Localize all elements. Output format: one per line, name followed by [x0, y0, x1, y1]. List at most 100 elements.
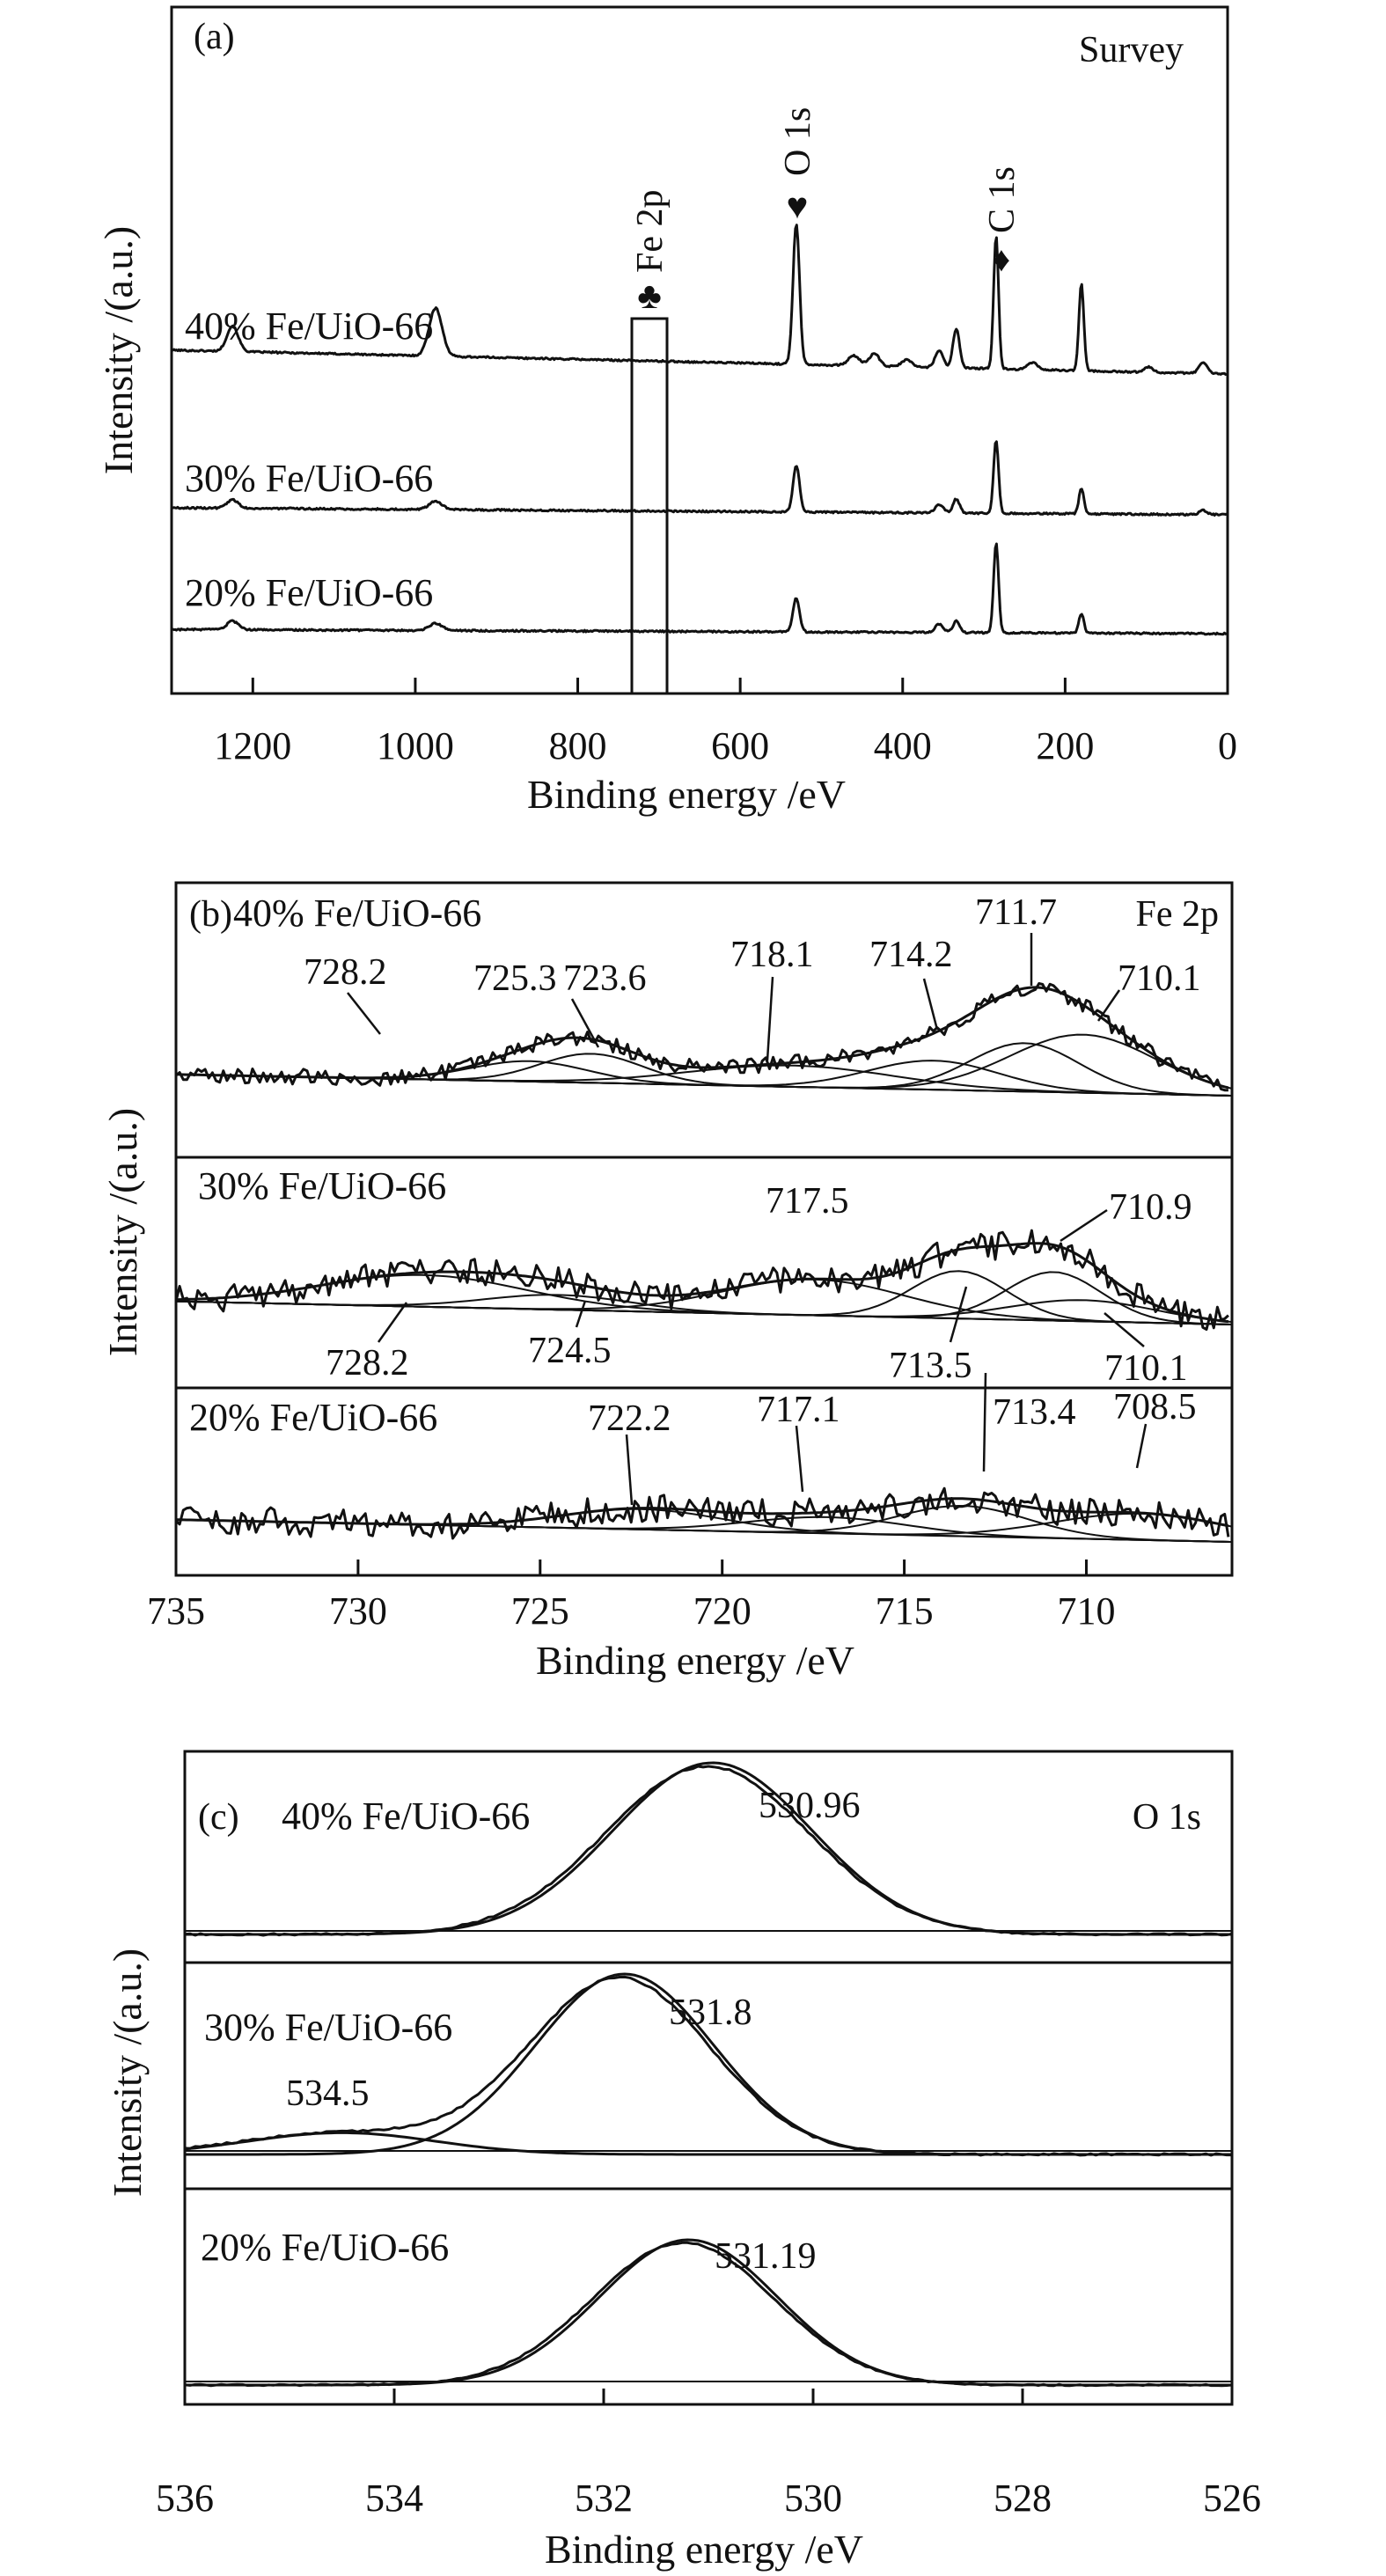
x-tick-label-1000: 1000 — [377, 724, 454, 767]
raw-spectrum-c-2 — [184, 2241, 1233, 2388]
peak-label-b40-710.1: 710.1 — [1118, 958, 1201, 999]
x-tick-label-526: 526 — [1203, 2477, 1261, 2520]
panel-c-ylabel: Intensity /(a.u.) — [105, 1949, 150, 2197]
peak-label-b20-717.1: 717.1 — [757, 1390, 840, 1430]
arrow-b40-728.2 — [347, 992, 381, 1035]
fe2p-annotation: Fe 2p — [630, 190, 671, 274]
panel-b-arrows — [347, 933, 1148, 1506]
series-label-b-40: 40% Fe/UiO-66 — [233, 892, 481, 935]
x-tick-label-536: 536 — [156, 2477, 214, 2520]
component-b-1-710.1 — [175, 1299, 1233, 1324]
peak-label-b40-714.2: 714.2 — [869, 935, 953, 975]
arrow-b30-710.1 — [1104, 1312, 1145, 1347]
arrow-b40-723.6 — [570, 998, 600, 1048]
panel-a: 1200 1000 800 600 400 200 0 (a) Survey ♣ Fe 2p… — [96, 5, 1237, 817]
arrow-b40-718.1 — [766, 976, 774, 1061]
x-tick-label-710: 710 — [1057, 1589, 1115, 1633]
heart-icon: ♥ — [787, 187, 809, 227]
x-tick-label-0: 0 — [1218, 724, 1237, 767]
peak-label-b40-725.3: 725.3 — [473, 958, 557, 999]
fit-c-0-530.96 — [185, 1761, 1232, 1936]
diamond-icon: ♦ — [993, 239, 1010, 279]
o1s-annotation: O 1s — [778, 107, 818, 176]
panel-c: 536 534 532 530 528 526 (c) 40% Fe/UiO-66 30%… — [105, 1750, 1261, 2572]
peak-label-b30-724.5: 724.5 — [528, 1331, 612, 1371]
envelope-b-1 — [175, 1242, 1229, 1324]
arrow-b20-717.1 — [795, 1425, 804, 1493]
raw-spectrum-c-0 — [184, 1765, 1233, 1937]
panel-b: 735 730 725 720 715 710 (b) 40% Fe/UiO-66 30%… — [100, 881, 1234, 1683]
peak-label-b30-717.5: 717.5 — [766, 1181, 849, 1222]
panel-c-xlabel: Binding energy /eV — [545, 2527, 863, 2572]
x-tick-label-715: 715 — [876, 1589, 934, 1633]
club-icon: ♣ — [637, 276, 662, 317]
peak-label-b40-723.6: 723.6 — [563, 958, 647, 999]
x-tick-label-1200: 1200 — [214, 724, 291, 767]
x-tick-label-400: 400 — [874, 724, 932, 767]
panel-b-series — [174, 982, 1233, 1543]
peak-label-b30-710.9: 710.9 — [1109, 1187, 1192, 1228]
spectrum-a-1 — [171, 440, 1228, 517]
envelope-b-0 — [175, 986, 1229, 1090]
panel-b-label: (b) — [189, 894, 232, 935]
peak-label-c20-531.19: 531.19 — [715, 2236, 817, 2277]
panel-a-ylabel: Intensity /(a.u.) — [96, 226, 141, 474]
series-label-a-30: 30% Fe/UiO-66 — [185, 457, 433, 500]
panel-b-frame — [174, 881, 1234, 1577]
spectrum-a-2 — [171, 542, 1228, 636]
peak-label-b40-728.2: 728.2 — [304, 952, 387, 993]
peak-label-c30-531.8: 531.8 — [669, 1993, 752, 2033]
peak-label-b40-711.7: 711.7 — [975, 892, 1057, 933]
panel-b-xlabel: Binding energy /eV — [536, 1638, 854, 1683]
x-tick-label-800: 800 — [549, 724, 607, 767]
arrow-b40-710.1 — [1096, 989, 1121, 1022]
c1s-annotation: C 1s — [982, 166, 1023, 233]
component-b-0-710.1 — [175, 1033, 1233, 1090]
arrow-b30-710.9 — [1060, 1208, 1108, 1243]
arrow-b30-713.5 — [949, 1286, 968, 1343]
series-label-b-20: 20% Fe/UiO-66 — [189, 1396, 437, 1439]
panel-a-ticks: 1200 1000 800 600 400 200 0 — [214, 678, 1237, 767]
arrow-b30-728.2 — [377, 1302, 408, 1343]
spectrum-a-0 — [171, 224, 1228, 376]
peak-label-b30-710.1: 710.1 — [1104, 1348, 1188, 1389]
panel-a-xlabel: Binding energy /eV — [527, 772, 846, 817]
series-label-c-30: 30% Fe/UiO-66 — [204, 2006, 452, 2049]
panel-c-title: O 1s — [1133, 1797, 1201, 1838]
panel-a-title: Survey — [1079, 30, 1184, 70]
series-label-a-40: 40% Fe/UiO-66 — [185, 305, 433, 348]
x-tick-label-735: 735 — [147, 1589, 205, 1633]
peak-label-b20-708.5: 708.5 — [1113, 1387, 1197, 1427]
panel-b-ticks: 735 730 725 720 715 710 — [147, 1560, 1115, 1633]
arrow-b20-722.2 — [625, 1434, 634, 1506]
raw-spectrum-c-1 — [184, 1975, 1233, 2157]
peak-label-b20-722.2: 722.2 — [588, 1398, 671, 1439]
arrow-b30-724.5 — [575, 1300, 587, 1328]
arrow-b40-714.2 — [922, 978, 939, 1031]
arrow-b20-708.5 — [1135, 1423, 1148, 1469]
x-tick-label-528: 528 — [994, 2477, 1052, 2520]
panel-c-label: (c) — [198, 1797, 239, 1838]
x-tick-label-200: 200 — [1036, 724, 1094, 767]
panel-a-label: (a) — [194, 17, 235, 57]
arrow-b20-713.4 — [982, 1372, 987, 1472]
peak-label-c30-534.5: 534.5 — [286, 2073, 370, 2114]
envelope-b-2 — [175, 1497, 1229, 1528]
series-label-b-30: 30% Fe/UiO-66 — [198, 1164, 446, 1207]
series-label-c-20: 20% Fe/UiO-66 — [201, 2226, 449, 2269]
x-tick-label-530: 530 — [784, 2477, 842, 2520]
x-tick-label-532: 532 — [575, 2477, 633, 2520]
peak-label-b20-713.4: 713.4 — [993, 1392, 1076, 1433]
peak-label-c40-530.96: 530.96 — [759, 1786, 861, 1826]
raw-spectrum-b-0 — [175, 982, 1228, 1092]
peak-label-b30-728.2: 728.2 — [326, 1343, 409, 1383]
panel-b-title: Fe 2p — [1136, 894, 1220, 935]
panel-c-frame — [183, 1750, 1234, 2406]
raw-spectrum-b-1 — [174, 1229, 1229, 1331]
panel-c-series — [184, 1761, 1233, 2388]
fe2p-region-box — [630, 317, 669, 695]
series-label-c-40: 40% Fe/UiO-66 — [282, 1794, 530, 1838]
x-tick-label-720: 720 — [693, 1589, 752, 1633]
peak-label-b40-718.1: 718.1 — [730, 935, 814, 975]
